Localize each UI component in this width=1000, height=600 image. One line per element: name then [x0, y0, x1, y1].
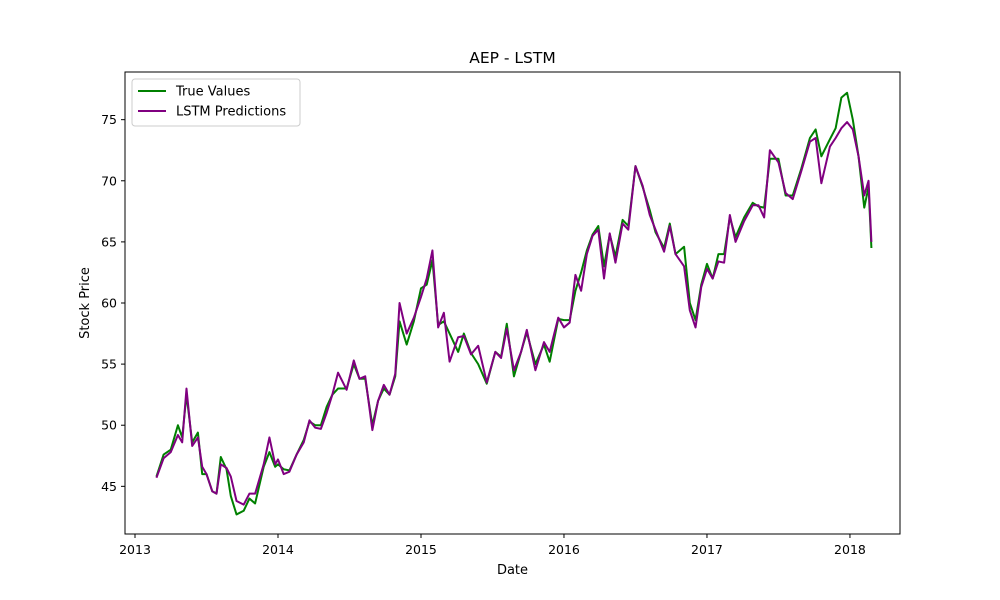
x-tick-label: 2015 — [405, 542, 437, 557]
y-tick-label: 45 — [101, 479, 117, 494]
y-axis-ticks: 45 50 55 60 65 70 75 — [101, 112, 125, 494]
plot-layer — [155, 91, 873, 516]
y-tick-label: 60 — [101, 296, 117, 311]
chart-title: AEP - LSTM — [469, 49, 556, 67]
legend-box — [131, 78, 301, 127]
series-line-true-values — [155, 91, 873, 516]
legend-label-lstm-predictions: LSTM Predictions — [176, 105, 286, 120]
y-tick-label: 65 — [101, 234, 117, 249]
y-tick-label: 50 — [101, 418, 117, 433]
legend-label-true-values: True Values — [175, 85, 250, 100]
x-tick-label: 2014 — [262, 542, 294, 557]
plot-area-frame — [124, 71, 901, 535]
x-tick-label: 2016 — [548, 542, 580, 557]
x-tick-label: 2013 — [119, 542, 151, 557]
x-axis-ticks: 2013 2014 2015 2016 2017 2018 — [119, 534, 866, 557]
y-tick-label: 70 — [101, 173, 117, 188]
y-tick-label: 75 — [101, 112, 117, 127]
y-axis-label: Stock Price — [78, 267, 93, 339]
x-tick-label: 2018 — [834, 542, 866, 557]
x-axis-label: Date — [497, 563, 528, 578]
series-line-lstm-predictions — [155, 121, 873, 506]
x-tick-label: 2017 — [691, 542, 723, 557]
y-tick-label: 55 — [101, 357, 117, 372]
legend: True Values LSTM Predictions — [131, 78, 301, 127]
